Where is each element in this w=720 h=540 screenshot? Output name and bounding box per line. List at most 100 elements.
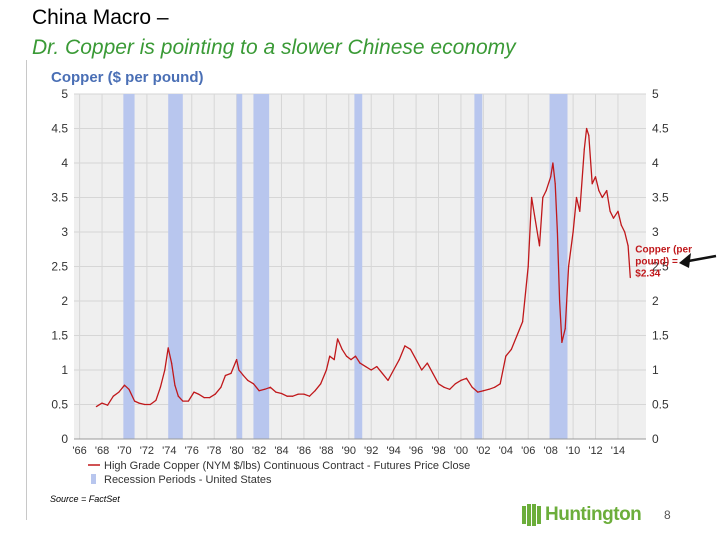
data-point [308, 395, 311, 397]
source-note: Source = FactSet [50, 494, 120, 504]
data-point [559, 300, 561, 302]
y-tick-label-left: 5 [61, 87, 68, 101]
data-point [534, 217, 536, 219]
x-tick-label: '00 [454, 445, 468, 457]
data-point [583, 148, 585, 150]
copper-chart: 0 0 0.5 0.5 1 1 1.5 1.5 2 2 2.5 2.5 3 3 3.5 3.5 4 4 4.5 4.5… [51, 87, 717, 486]
data-point [575, 196, 578, 199]
huntington-mark-icon [522, 504, 541, 526]
data-point [187, 400, 189, 402]
x-tick-label: '80 [229, 445, 243, 457]
y-tick-label-right: 3 [652, 225, 659, 239]
data-point [612, 217, 615, 219]
data-point [542, 196, 544, 199]
data-point [606, 190, 608, 192]
page-number: 8 [664, 508, 671, 522]
x-tick-label: '78 [207, 445, 221, 457]
data-point [421, 369, 423, 371]
data-point [203, 397, 205, 399]
data-point [568, 265, 570, 268]
data-point [177, 395, 179, 397]
data-point [155, 399, 157, 401]
data-point [247, 379, 249, 381]
slide-subtitle: Dr. Copper is pointing to a slower Chine… [32, 36, 516, 59]
data-point [370, 369, 372, 371]
data-point [488, 388, 490, 390]
data-point [170, 362, 173, 364]
data-point [443, 386, 445, 388]
data-point [303, 393, 305, 395]
x-tick-label: '74 [162, 445, 176, 457]
y-tick-label-left: 0.5 [51, 398, 68, 412]
data-point [477, 391, 479, 393]
data-point [454, 383, 456, 385]
y-tick-label-right: 2.5 [652, 260, 669, 274]
slide-title: China Macro – [32, 6, 169, 29]
data-point [561, 341, 563, 343]
x-tick-label: '98 [431, 445, 445, 457]
recession-band [168, 94, 183, 439]
data-point [387, 379, 389, 381]
y-tick-label-left: 2.5 [51, 260, 68, 274]
data-point [460, 379, 462, 381]
x-tick-label: '84 [274, 445, 288, 457]
data-point [138, 402, 140, 404]
data-point [554, 183, 556, 185]
y-tick-label-left: 3 [61, 225, 68, 239]
data-point [579, 210, 581, 212]
data-point [101, 402, 103, 404]
data-point [572, 231, 574, 233]
data-point [238, 369, 240, 371]
data-point [601, 196, 603, 199]
data-point [409, 348, 412, 350]
data-point [522, 321, 524, 323]
copper-value-annotation: Copper (per [635, 245, 692, 256]
legend-label-recession: Recession Periods - United States [104, 474, 272, 486]
y-tick-label-right: 4.5 [652, 122, 669, 136]
data-point [214, 393, 216, 395]
copper-value-annotation: pound) = [635, 257, 678, 268]
data-point [209, 397, 211, 399]
data-point [230, 372, 232, 375]
data-point [333, 359, 335, 361]
x-tick-label: '08 [543, 445, 557, 457]
y-tick-label-right: 3.5 [652, 191, 669, 205]
x-tick-label: '04 [499, 445, 513, 457]
x-tick-label: '14 [611, 445, 625, 457]
recession-band [354, 94, 363, 439]
x-tick-label: '94 [386, 445, 400, 457]
data-point [159, 386, 161, 388]
y-tick-label-right: 0.5 [652, 398, 669, 412]
data-point [297, 393, 299, 395]
data-point [620, 224, 622, 226]
y-tick-label-left: 1.5 [51, 329, 68, 343]
data-point [95, 405, 98, 408]
data-point [167, 347, 169, 349]
x-tick-label: '82 [252, 445, 266, 457]
data-point [471, 386, 473, 388]
y-tick-label-left: 1 [61, 363, 68, 377]
data-point [292, 395, 294, 397]
data-point [398, 359, 400, 361]
data-point [354, 355, 357, 357]
data-point [128, 388, 130, 390]
recession-band [236, 94, 243, 439]
data-point [545, 190, 547, 192]
data-point [182, 400, 184, 402]
data-point [538, 245, 541, 247]
y-tick-label-left: 3.5 [51, 191, 68, 205]
x-tick-label: '10 [566, 445, 580, 457]
y-tick-label-left: 2 [61, 294, 68, 308]
data-point [280, 392, 283, 395]
y-tick-label-right: 4 [652, 156, 659, 170]
brand-name: Huntington [545, 504, 642, 525]
x-tick-label: '68 [95, 445, 109, 457]
y-tick-label-right: 1 [652, 363, 659, 377]
data-point [341, 348, 343, 350]
data-point [556, 231, 558, 233]
data-point [499, 383, 501, 385]
data-point [286, 395, 288, 397]
data-point [252, 383, 255, 385]
data-point [393, 369, 395, 371]
y-tick-label-left: 4.5 [51, 122, 68, 136]
